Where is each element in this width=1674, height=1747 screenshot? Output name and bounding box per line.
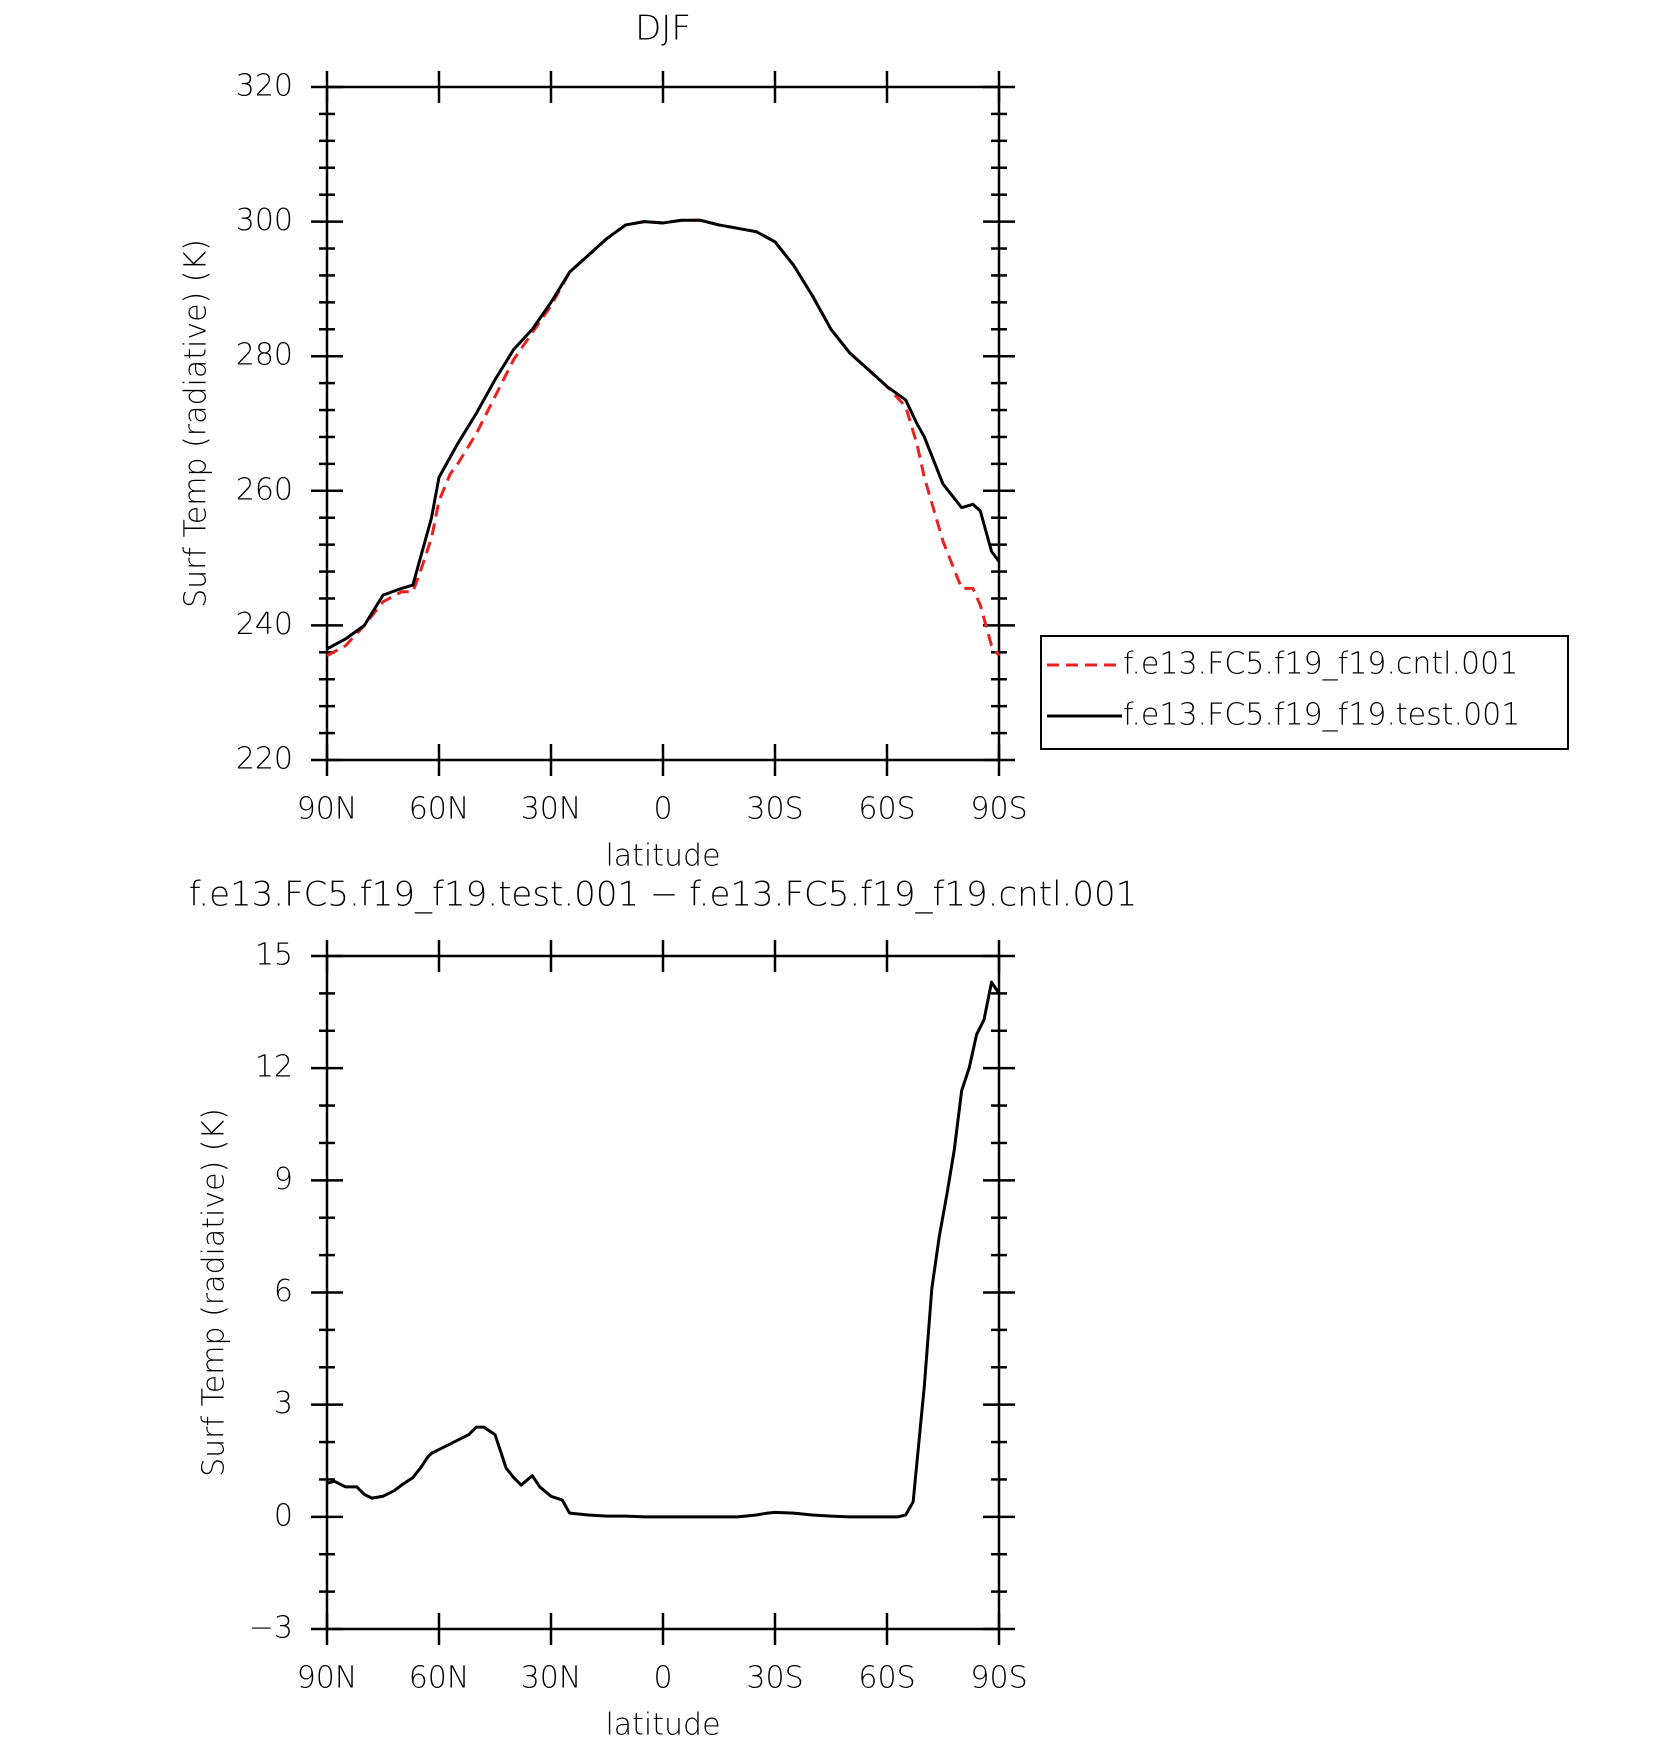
x-tick-label: 90S — [970, 1661, 1027, 1696]
x-tick-label: 90N — [297, 792, 358, 827]
x-tick-label: 30S — [746, 792, 803, 827]
y-axis-label: Surf Temp (radiative) (K) — [179, 239, 214, 608]
x-tick-label: 90S — [970, 792, 1027, 827]
data-line — [326, 980, 1001, 1519]
chart-title: f.e13.FC5.f19_f19.test.001 − f.e13.FC5.f… — [189, 875, 1137, 915]
y-tick-label: 15 — [255, 938, 293, 973]
plot-frame — [325, 85, 1001, 762]
x-tick-label: 60N — [409, 1661, 470, 1696]
y-tick-label: −3 — [249, 1611, 293, 1646]
y-axis-label: Surf Temp (radiative) (K) — [197, 1108, 232, 1477]
data-line — [326, 218, 1001, 651]
x-tick-label: 60S — [858, 1661, 915, 1696]
x-tick-label: 30N — [521, 792, 582, 827]
y-tick-label: 300 — [236, 203, 293, 238]
x-tick-label: 90N — [297, 1661, 358, 1696]
y-tick-label: 0 — [274, 1498, 293, 1533]
y-tick-label: 260 — [236, 472, 293, 507]
x-tick-label: 0 — [653, 1661, 672, 1696]
x-tick-label: 30N — [521, 1661, 582, 1696]
x-tick-label: 30S — [746, 1661, 803, 1696]
data-line — [326, 218, 1001, 657]
chart-title: DJF — [635, 9, 691, 49]
y-tick-label: 9 — [274, 1162, 293, 1197]
y-tick-label: 12 — [255, 1050, 293, 1085]
y-tick-label: 3 — [274, 1386, 293, 1421]
y-tick-label: 320 — [236, 69, 293, 104]
plot-frame — [325, 954, 1001, 1631]
y-tick-label: 6 — [274, 1274, 293, 1309]
y-tick-label: 280 — [236, 338, 293, 373]
x-tick-label: 60S — [858, 792, 915, 827]
legend-label: f.e13.FC5.f19_f19.test.001 — [1123, 698, 1520, 733]
y-tick-label: 240 — [236, 607, 293, 642]
x-tick-label: 60N — [409, 792, 470, 827]
y-tick-label: 220 — [236, 742, 293, 777]
legend-box — [1040, 635, 1569, 750]
x-axis-label: latitude — [605, 1708, 720, 1743]
x-tick-label: 0 — [653, 792, 672, 827]
x-axis-label: latitude — [605, 839, 720, 874]
legend-label: f.e13.FC5.f19_f19.cntl.001 — [1123, 647, 1518, 682]
